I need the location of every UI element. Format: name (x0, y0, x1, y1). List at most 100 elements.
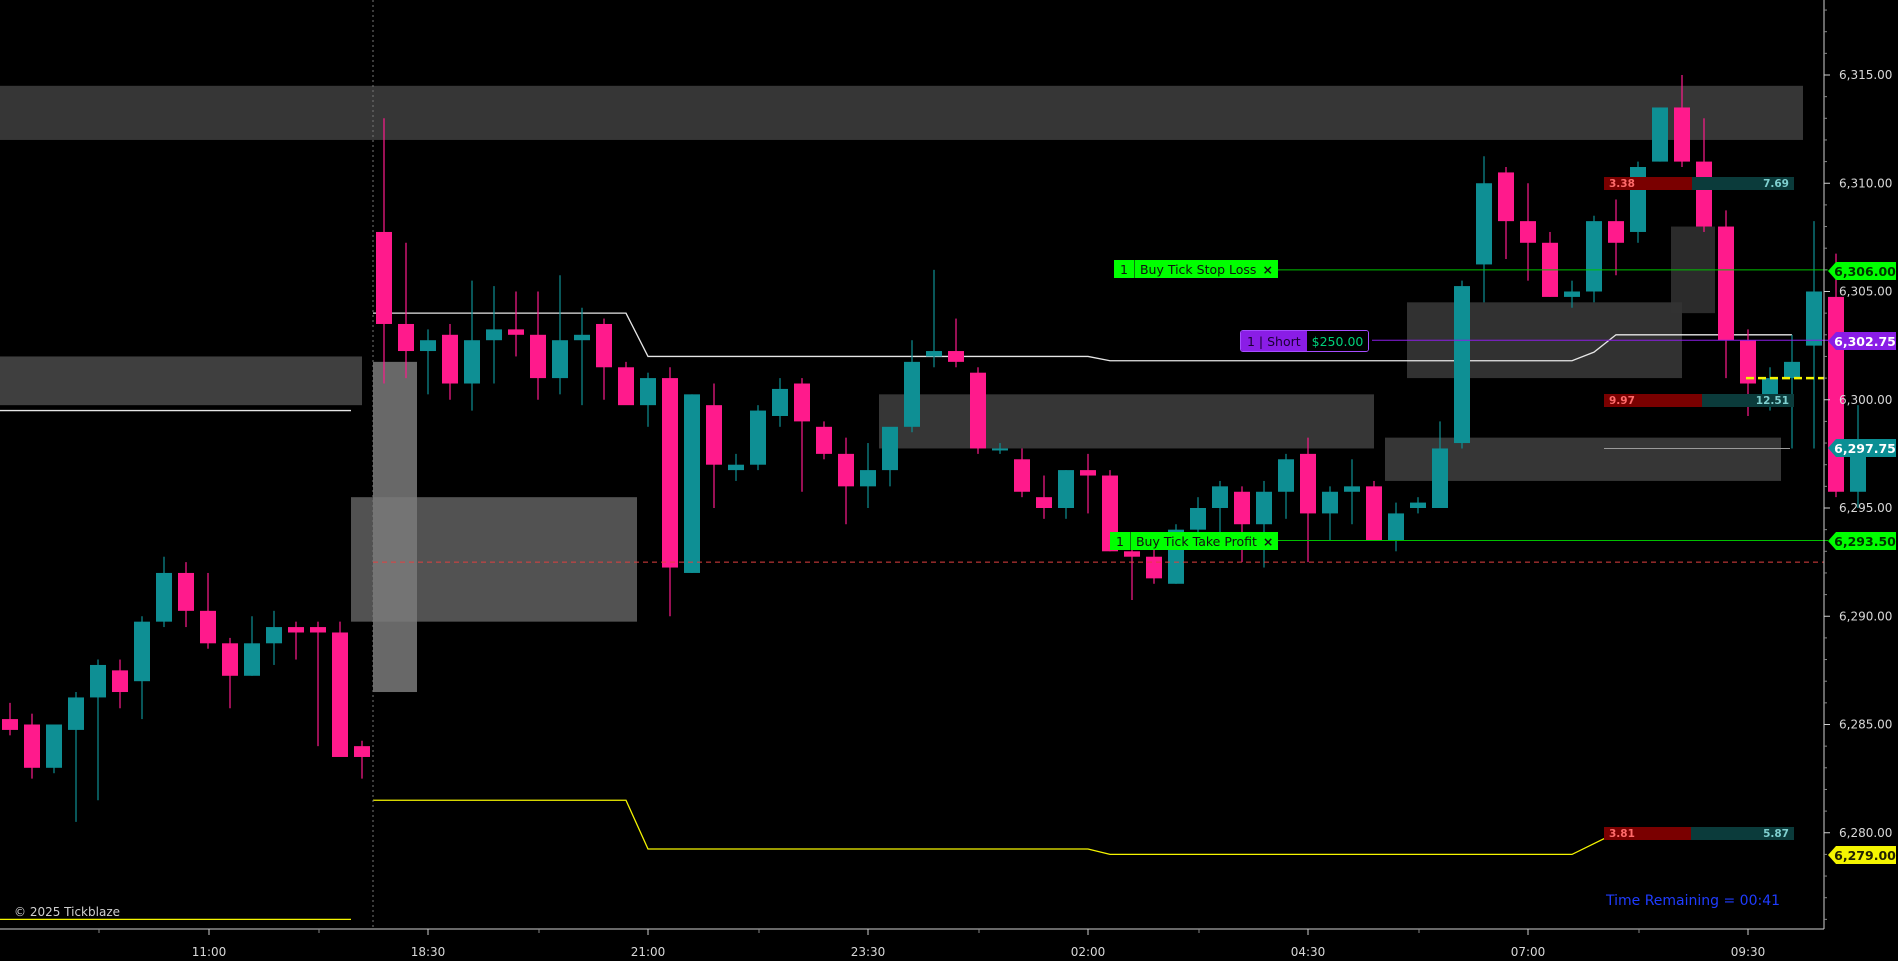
candle-body (750, 410, 766, 465)
candle-body (1476, 183, 1492, 265)
stat-top-right: 7.69 (1692, 177, 1794, 190)
last-price-flag: 6,297.75 (1828, 439, 1896, 457)
candle-body (926, 351, 942, 357)
y-tick-label: 6,310.00 (1839, 176, 1892, 190)
target-price-flag: 6,293.50 (1828, 532, 1896, 550)
candle-body (288, 627, 304, 633)
candle-body (1234, 491, 1250, 525)
y-tick-label: 6,305.00 (1839, 285, 1892, 299)
candle-body (1520, 221, 1536, 243)
candle-body (574, 334, 590, 341)
x-tick-label: 23:30 (851, 945, 886, 959)
candle-body (1014, 459, 1030, 492)
x-tick-label: 18:30 (411, 945, 446, 959)
x-tick-label: 21:00 (631, 945, 666, 959)
zone-rect (1385, 437, 1781, 481)
stop-order-qty[interactable]: 1 (1114, 260, 1135, 278)
target-order-label[interactable]: Buy Tick Take Profit (1130, 532, 1262, 550)
take-profit-order-tag[interactable]: 1 Buy Tick Take Profit × (1110, 532, 1279, 550)
candle-body (992, 448, 1008, 451)
x-tick-label: 02:00 (1071, 945, 1106, 959)
candle-body (1300, 453, 1316, 514)
candle-body (1718, 226, 1734, 341)
target-order-close-icon[interactable]: × (1261, 532, 1279, 550)
candle-body (1784, 361, 1800, 379)
candle-body (904, 361, 920, 427)
position-pnl: $250.00 (1306, 331, 1369, 351)
candle-body (1344, 486, 1360, 492)
x-tick-label: 04:30 (1291, 945, 1326, 959)
candle-body (2, 719, 18, 730)
candle-body (816, 426, 832, 454)
stop-order-close-icon[interactable]: × (1261, 260, 1278, 278)
zone-rect (879, 394, 1374, 449)
candle-body (1322, 491, 1338, 514)
target-order-qty[interactable]: 1 (1110, 532, 1131, 550)
supply-demand-zones (0, 85, 1803, 693)
candlestick-series (2, 75, 1866, 822)
bar-timer: Time Remaining = 00:41 (1606, 893, 1781, 909)
y-tick-label: 6,285.00 (1839, 718, 1892, 732)
candle-body (310, 627, 326, 633)
candle-body (772, 388, 788, 416)
zone-rect (373, 361, 417, 693)
candle-body (1058, 470, 1074, 508)
y-tick-label: 6,315.00 (1839, 68, 1892, 82)
y-tick-label: 6,290.00 (1839, 609, 1892, 623)
candle-body (1586, 221, 1602, 292)
candle-body (112, 670, 128, 693)
candle-body (1278, 459, 1294, 492)
candle-body (552, 340, 568, 379)
candle-body (222, 643, 238, 676)
stop-order-label[interactable]: Buy Tick Stop Loss (1134, 260, 1262, 278)
stat-bot-right: 5.87 (1691, 827, 1794, 840)
candle-body (794, 383, 810, 422)
candle-body (156, 572, 172, 622)
stop-price-flag: 6,306.00 (1828, 262, 1896, 280)
candle-body (596, 323, 612, 368)
candle-body (244, 643, 260, 676)
candle-body (530, 334, 546, 379)
candle-body (1432, 448, 1448, 508)
position-label[interactable]: 1 | Short (1241, 331, 1307, 351)
candle-body (420, 340, 436, 352)
stop-loss-order-tag[interactable]: 1 Buy Tick Stop Loss × (1114, 260, 1278, 278)
candle-body (354, 746, 370, 757)
candle-body (1388, 513, 1404, 541)
candle-body (1410, 502, 1426, 508)
order-lines (373, 269, 1828, 563)
x-tick-label: 07:00 (1511, 945, 1546, 959)
candle-body (1740, 340, 1756, 384)
candle-body (1564, 291, 1580, 297)
candle-body (1696, 161, 1712, 227)
candle-body (838, 453, 854, 487)
entry-price-flag: 6,302.75 (1828, 332, 1896, 350)
candle-body (882, 426, 898, 471)
candle-body (970, 372, 986, 449)
candle-body (1366, 486, 1382, 541)
candle-body (1652, 107, 1668, 162)
lower-band-line (373, 799, 1792, 856)
candle-body (662, 378, 678, 568)
candle-body (706, 405, 722, 465)
candle-body (266, 627, 282, 644)
stat-bot-left: 3.81 (1604, 827, 1696, 840)
candle-body (728, 464, 744, 471)
zone-rect (0, 85, 1803, 140)
candle-body (1190, 508, 1206, 530)
candle-body (1608, 221, 1624, 243)
candle-body (1124, 551, 1140, 557)
candle-body (508, 329, 524, 335)
candle-body (684, 394, 700, 573)
lower-band-price-flag: 6,279.00 (1828, 846, 1896, 864)
position-tag[interactable]: 1 | Short $250.00 (1240, 330, 1370, 352)
x-tick-label: 11:00 (192, 945, 227, 959)
candle-body (1498, 172, 1514, 222)
candle-body (464, 340, 480, 384)
candle-body (1256, 491, 1272, 525)
candle-body (618, 367, 634, 406)
candle-body (1212, 486, 1228, 508)
candle-body (68, 697, 84, 730)
